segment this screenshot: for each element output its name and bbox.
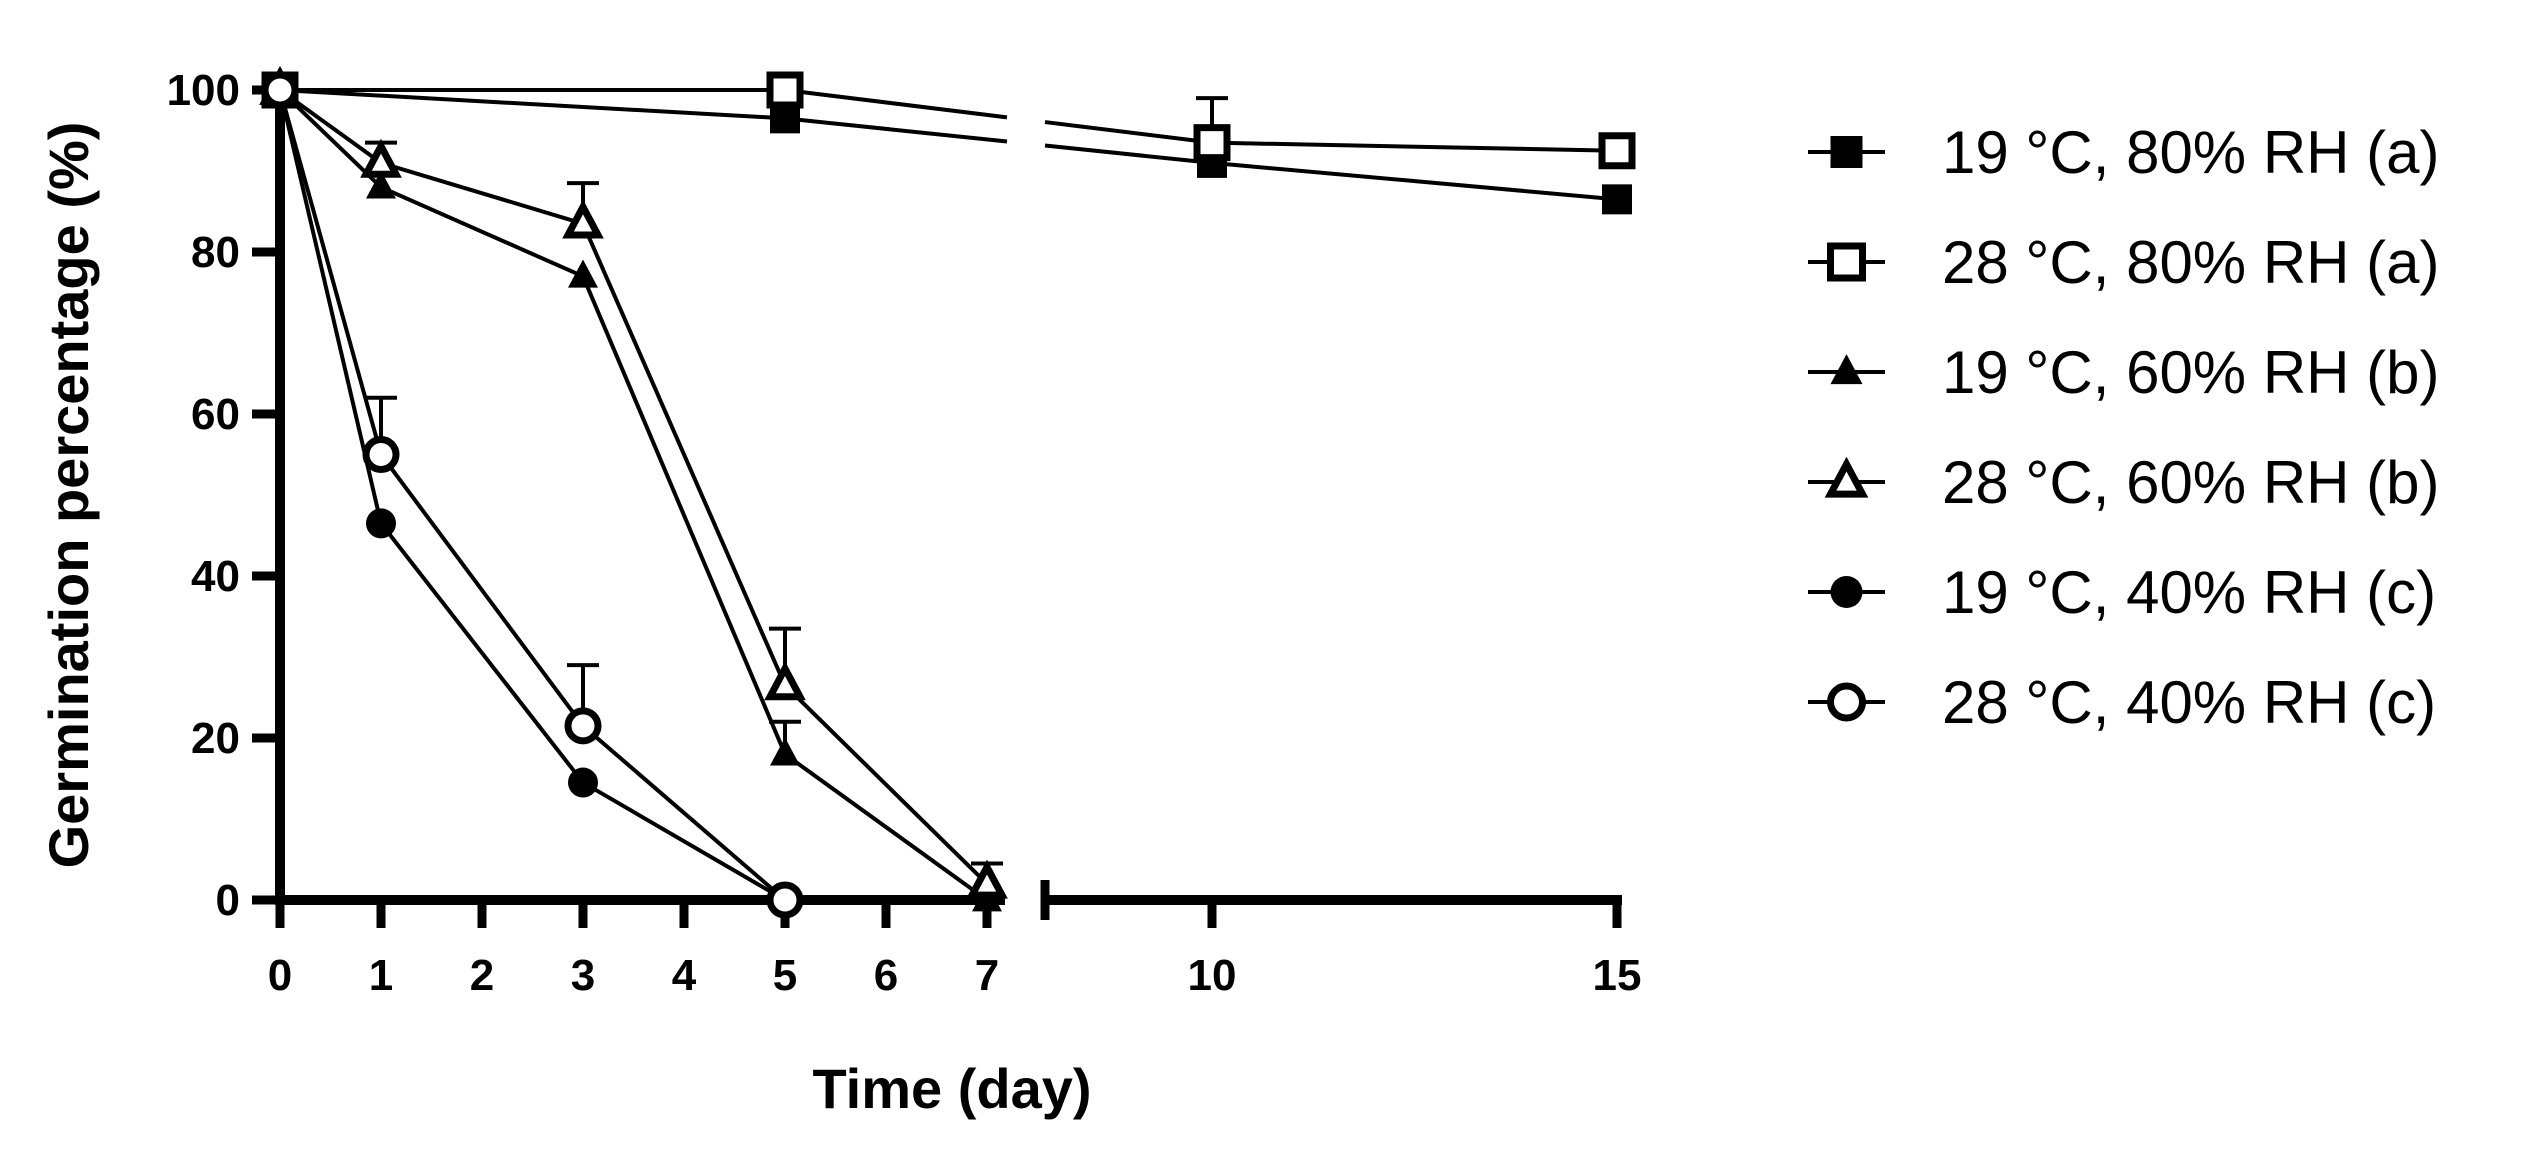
series-line-segment [380,160,584,226]
series-line-segment [783,752,989,902]
data-point [366,508,396,539]
data-point [1598,132,1636,170]
legend-item: 28 °C, 60% RH (b) [1808,449,2440,516]
series-line-segment [1044,120,1213,145]
legend-item: 28 °C, 80% RH (a) [1808,229,2440,296]
series-line [279,88,1618,202]
y-tick-label: 20 [191,714,240,763]
x-tick-label: 2 [470,951,494,1000]
series-3 [265,73,1002,912]
y-tick-label: 60 [191,390,240,439]
series-line-segment [1211,140,1618,153]
legend-marker [1830,354,1863,385]
data-point [1193,124,1231,162]
series-line [278,89,787,902]
series-line-segment [278,89,383,456]
series-line [280,88,1618,153]
legend-item: 19 °C, 40% RH (c) [1808,559,2436,626]
legend-label: 28 °C, 80% RH (a) [1942,229,2440,296]
data-point [770,737,800,766]
y-tick-label: 80 [191,228,240,277]
legend-label: 28 °C, 60% RH (b) [1942,449,2440,516]
x-tick-label: 1 [369,951,393,1000]
legend-label: 19 °C, 60% RH (b) [1942,339,2440,406]
series-line-segment [279,88,786,121]
data-point [1602,184,1632,215]
legend-marker [1827,682,1866,722]
series-line [278,89,787,902]
legend-marker [1830,136,1863,168]
legend-marker [1824,456,1869,498]
x-axis-title: Time (day) [812,1057,1091,1120]
x-tick-label: 5 [773,951,797,1000]
legend-item: 19 °C, 60% RH (b) [1808,339,2440,406]
x-tick-label: 15 [1593,951,1642,1000]
series-line-segment [784,88,1008,120]
series-1 [265,75,1632,215]
series-line-segment [581,780,787,902]
data-point [568,767,598,798]
series-line-segment [581,724,787,902]
series-6 [261,71,804,919]
data-point [360,138,402,178]
legend-marker [1830,576,1863,608]
axes [275,85,1622,920]
data-point [766,881,804,919]
ticks: 0 20 40 60 80 100 0 1 2 3 4 5 6 7 10 15 [167,66,1642,1000]
y-tick-label: 100 [167,66,240,115]
legend-label: 19 °C, 40% RH (c) [1942,559,2436,626]
series-line-segment [1211,160,1618,202]
series-line [278,88,989,902]
series-line-segment [1044,143,1213,165]
legend-label: 28 °C, 40% RH (c) [1942,669,2436,736]
series-line-segment [379,522,585,784]
data-point [261,71,299,109]
data-point [568,259,598,288]
legend-item: 19 °C, 80% RH (a) [1808,119,2440,186]
legend-label: 19 °C, 80% RH (a) [1942,119,2440,186]
series [259,65,1636,919]
data-point [764,661,806,701]
y-tick-label: 0 [216,876,240,925]
series-line-segment [784,116,1008,144]
series-line [278,88,989,886]
series-line-segment [379,453,585,728]
x-tick-label: 4 [672,951,697,1000]
data-point [562,199,604,239]
y-axis-title: Germination percentage (%) [37,122,100,869]
x-tick-label: 3 [571,951,595,1000]
legend: 19 °C, 80% RH (a) 28 °C, 80% RH (a) 19 °C,… [1808,119,2440,736]
series-line-segment [380,185,584,279]
data-point [362,436,400,473]
legend-item: 28 °C, 40% RH (c) [1808,669,2436,736]
x-tick-label: 0 [268,951,292,1000]
series-line-segment [581,275,787,755]
series-5 [265,75,800,915]
x-tick-label: 7 [975,951,999,1000]
data-point [366,170,396,199]
series-line-segment [581,222,787,687]
series-line-segment [783,683,989,886]
series-2 [261,71,1636,170]
y-tick-label: 40 [191,552,240,601]
x-tick-label: 6 [874,951,898,1000]
data-point [766,71,804,109]
data-point [564,707,602,745]
x-tick-label: 10 [1188,951,1237,1000]
legend-marker [1827,242,1866,282]
data-point [966,859,1008,899]
